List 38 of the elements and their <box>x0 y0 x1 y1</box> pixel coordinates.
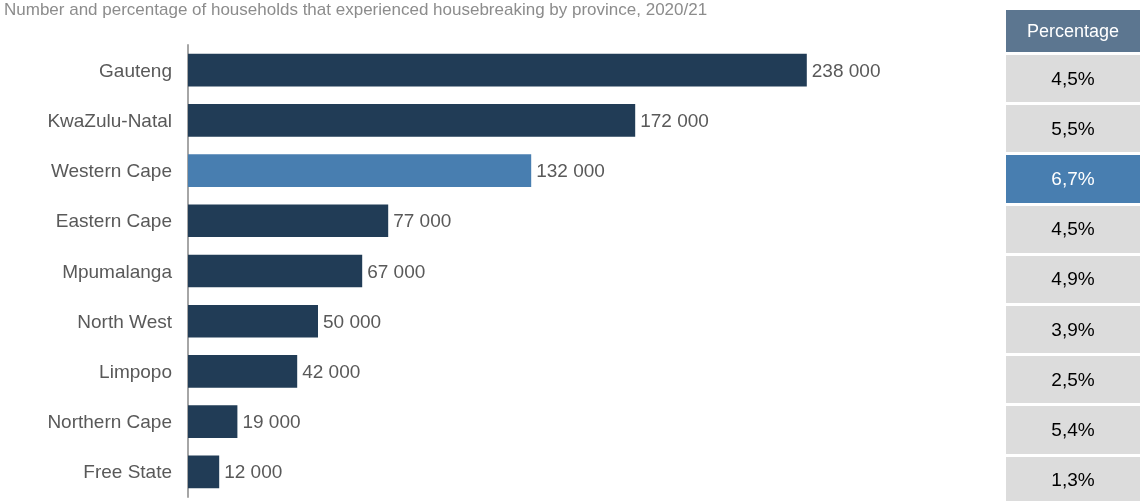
data-label: 1,3% <box>1006 456 1140 501</box>
data-label: 19 000 <box>242 411 301 433</box>
chart-title: Number and percentage of households that experienced housebreaking by province, 2020/21 <box>4 0 708 20</box>
y-tick-label: Western Cape <box>50 160 172 182</box>
y-tick-label: KwaZulu-Natal <box>47 109 172 131</box>
data-label: 6,7% <box>1006 155 1140 203</box>
data-label: 2,5% <box>1006 356 1140 404</box>
y-tick-label: Limpopo <box>99 360 172 382</box>
data-label: 77 000 <box>393 210 452 232</box>
bar <box>188 355 298 388</box>
data-label: 12 000 <box>224 461 283 483</box>
data-label: 42 000 <box>302 360 361 382</box>
y-tick-label: Gauteng <box>99 59 172 81</box>
bar <box>188 104 636 137</box>
data-label: 172 000 <box>640 109 709 131</box>
bar <box>188 254 363 288</box>
y-tick-label: Mpumalanga <box>62 260 173 282</box>
bar <box>188 304 318 338</box>
data-label: 4,5% <box>1006 55 1140 103</box>
y-tick-label: Eastern Cape <box>55 210 172 232</box>
bar <box>188 405 238 438</box>
data-label: 3,9% <box>1006 305 1140 354</box>
y-tick-label: Northern Cape <box>47 411 172 433</box>
data-label: 5,5% <box>1006 105 1140 153</box>
data-label: 5,4% <box>1006 406 1140 454</box>
bar <box>188 204 389 238</box>
y-tick-label: Free State <box>83 461 172 483</box>
data-label: 67 000 <box>367 260 426 282</box>
y-tick-label: North West <box>77 310 173 332</box>
data-label: 238 000 <box>811 59 881 81</box>
bar <box>188 455 220 489</box>
bar <box>188 53 807 87</box>
data-label: 132 000 <box>536 160 605 182</box>
data-label: 4,5% <box>1006 205 1140 253</box>
text: Percentage <box>1006 10 1140 52</box>
bar <box>188 154 532 187</box>
data-label: 4,9% <box>1006 255 1140 303</box>
data-label: 50 000 <box>323 310 382 332</box>
